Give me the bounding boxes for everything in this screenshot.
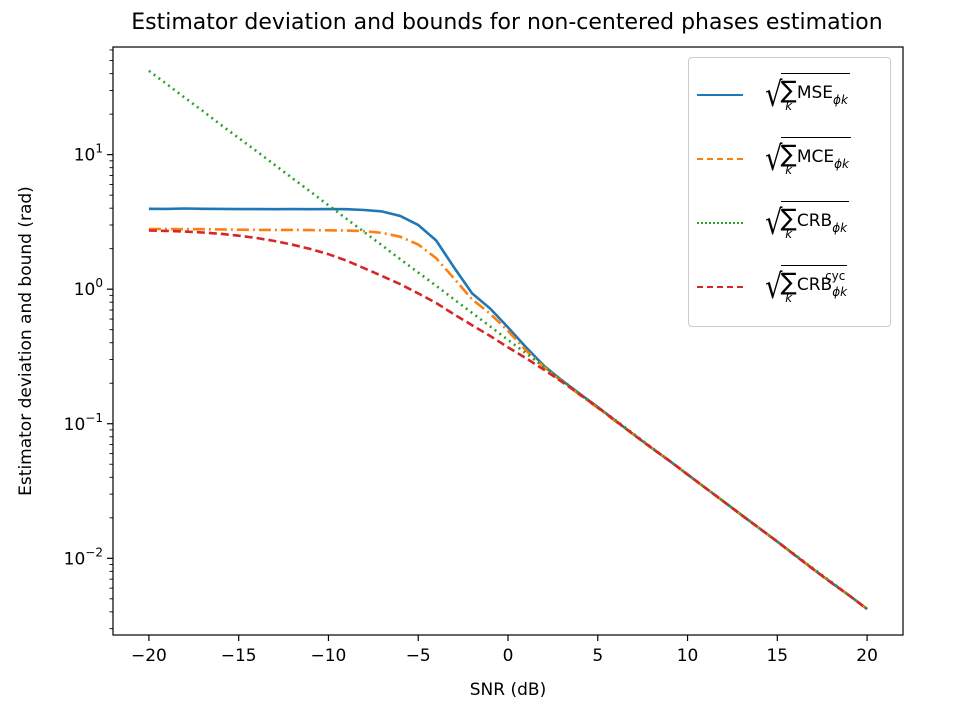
axes-layer: −20 −15 −10 −5 0 5 10 15 20 10−2 10−1 100 101 bbox=[64, 49, 878, 666]
y-tick-label: 10−2 bbox=[64, 545, 103, 569]
x-tick-label: −5 bbox=[406, 646, 431, 666]
series-layer bbox=[148, 69, 868, 611]
x-tick-label: 15 bbox=[766, 646, 788, 666]
x-tick-label: 10 bbox=[677, 646, 699, 666]
x-tick-label: 5 bbox=[592, 646, 603, 666]
x-tick-label: 20 bbox=[856, 646, 878, 666]
legend-label: √ ∑ k MCE ϕk bbox=[765, 137, 851, 179]
legend-item: √ ∑ k CRB ϕk cyc bbox=[697, 262, 848, 312]
x-axis-label: SNR (dB) bbox=[469, 680, 547, 700]
legend-item: √ ∑ k MCE ϕk bbox=[697, 134, 851, 184]
x-tick-label: −20 bbox=[131, 646, 167, 666]
legend-label: √ ∑ k CRB ϕk cyc bbox=[765, 265, 848, 307]
legend-item: √ ∑ k MSE ϕk bbox=[697, 70, 850, 120]
x-tick-label: 0 bbox=[503, 646, 514, 666]
legend-item: √ ∑ k CRB ϕk bbox=[697, 198, 850, 248]
legend-swatch bbox=[697, 158, 743, 160]
series-line-1 bbox=[148, 227, 868, 611]
x-tick-label: −10 bbox=[311, 646, 347, 666]
y-tick-label: 10−1 bbox=[64, 411, 103, 435]
legend-label: √ ∑ k CRB ϕk bbox=[765, 201, 850, 243]
chart-title: Estimator deviation and bounds for non-c… bbox=[131, 10, 883, 35]
x-tick-label: −15 bbox=[221, 646, 257, 666]
y-axis-label: Estimator deviation and bound (rad) bbox=[16, 186, 36, 496]
legend-label: √ ∑ k MSE ϕk bbox=[765, 73, 850, 115]
legend: √ ∑ k MSE ϕk √ ∑ k MCE ϕk √ ∑ k CRB ϕk √ ∑ k CRB ϕk cyc bbox=[688, 57, 891, 327]
legend-swatch bbox=[697, 94, 743, 96]
legend-swatch bbox=[697, 286, 743, 288]
y-tick-label: 100 bbox=[74, 276, 103, 300]
legend-swatch bbox=[697, 222, 743, 224]
y-tick-label: 101 bbox=[74, 142, 103, 166]
series-line-3 bbox=[148, 229, 868, 611]
plot-frame bbox=[112, 46, 904, 636]
